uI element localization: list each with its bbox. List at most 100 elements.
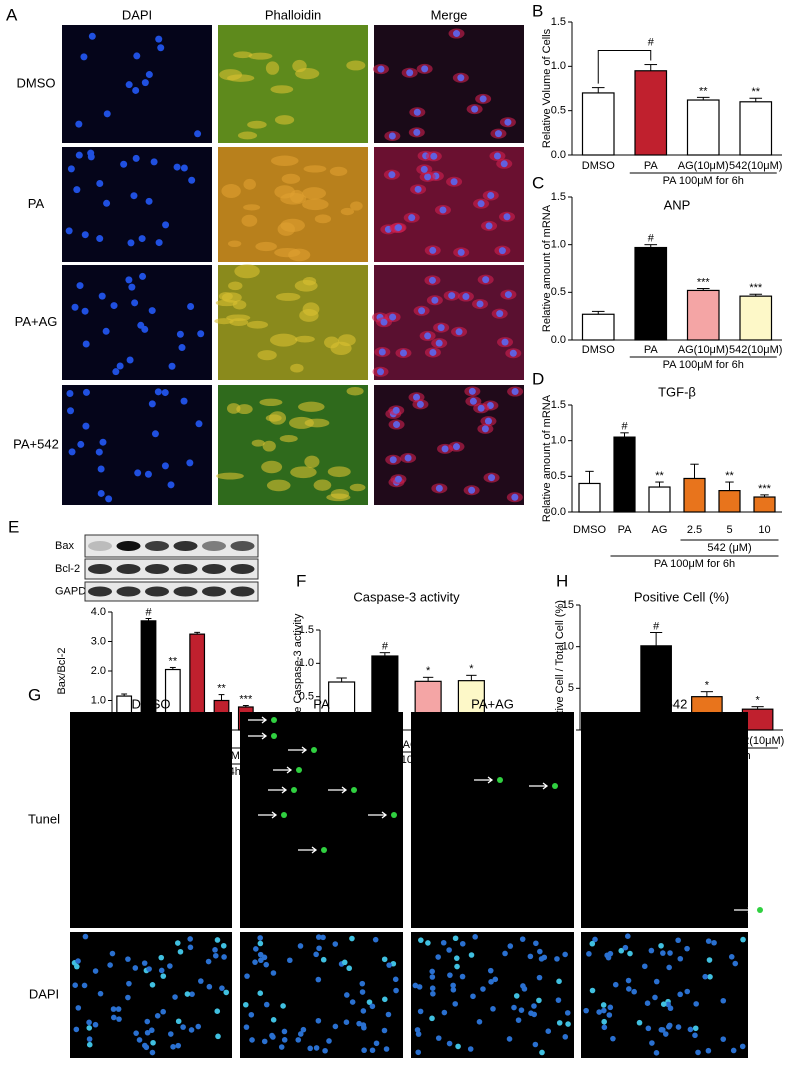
row-label: DAPI xyxy=(29,986,59,1001)
nucleus xyxy=(485,222,493,230)
nucleus xyxy=(447,972,453,978)
nucleus xyxy=(605,954,612,961)
nucleus xyxy=(157,44,165,52)
cell xyxy=(232,300,247,310)
nucleus xyxy=(502,950,508,957)
nucleus xyxy=(416,400,424,408)
nucleus xyxy=(631,988,637,995)
band xyxy=(116,541,141,551)
nucleus xyxy=(170,1044,176,1050)
nucleus xyxy=(212,952,219,959)
nucleus xyxy=(531,1003,537,1009)
nucleus xyxy=(99,438,107,446)
nucleus xyxy=(509,349,517,357)
nucleus xyxy=(144,1029,151,1036)
nucleus xyxy=(270,1034,276,1040)
nucleus xyxy=(103,110,111,118)
nucleus xyxy=(693,1001,699,1007)
nucleus xyxy=(73,186,81,194)
cell xyxy=(247,120,267,129)
y-tick-label: 1.5 xyxy=(551,191,566,203)
nucleus xyxy=(408,214,416,222)
nucleus xyxy=(195,1023,202,1030)
group-label: PA 100μM for 6h xyxy=(663,359,744,371)
nucleus xyxy=(377,65,385,73)
significance: *** xyxy=(749,282,763,294)
nucleus xyxy=(280,1003,286,1009)
nucleus xyxy=(653,978,660,985)
nucleus xyxy=(377,368,385,376)
nucleus xyxy=(450,982,456,989)
nucleus xyxy=(386,962,392,968)
nucleus xyxy=(515,1017,522,1023)
nucleus xyxy=(459,940,466,947)
nucleus xyxy=(662,1031,669,1037)
nucleus xyxy=(660,950,666,956)
cell xyxy=(314,214,332,224)
nucleus xyxy=(73,1026,80,1033)
nucleus xyxy=(389,456,397,464)
x-tick-label: AG(10μM) xyxy=(678,344,729,356)
cell xyxy=(294,279,318,292)
y-axis-label: Relative Volume of Cells xyxy=(541,28,553,148)
micrograph xyxy=(240,932,403,1058)
arrow xyxy=(268,786,288,794)
micrograph xyxy=(62,265,212,380)
nucleus xyxy=(610,1035,616,1042)
tunel-cell xyxy=(271,717,277,723)
nucleus xyxy=(136,1037,143,1043)
nucleus xyxy=(127,239,135,247)
nucleus xyxy=(469,397,477,405)
bar xyxy=(739,101,773,156)
nucleus xyxy=(96,179,104,187)
cell xyxy=(259,398,283,407)
micrograph xyxy=(70,712,232,928)
significance: # xyxy=(145,606,152,618)
nucleus xyxy=(450,178,458,186)
nucleus xyxy=(176,330,184,338)
cell xyxy=(228,281,243,291)
nucleus xyxy=(556,1020,563,1026)
nucleus xyxy=(187,302,195,310)
nucleus xyxy=(649,1040,655,1046)
significance: * xyxy=(426,665,431,677)
nucleus xyxy=(253,946,259,952)
nucleus xyxy=(601,1007,607,1014)
nucleus xyxy=(125,276,133,284)
nucleus xyxy=(194,130,202,138)
cell xyxy=(289,416,314,429)
micrograph xyxy=(240,712,403,928)
nucleus xyxy=(420,165,428,173)
band xyxy=(173,586,198,597)
cell xyxy=(349,483,366,492)
y-tick-label: 1.0 xyxy=(91,694,106,706)
nucleus xyxy=(197,330,205,338)
nucleus xyxy=(141,960,148,966)
band xyxy=(145,541,169,551)
nucleus xyxy=(315,934,322,940)
nucleus xyxy=(429,348,437,356)
nucleus xyxy=(677,991,683,998)
panel-letter: F xyxy=(296,571,306,590)
nucleus xyxy=(125,956,131,962)
micrograph xyxy=(411,712,574,928)
cell xyxy=(216,472,244,480)
nucleus xyxy=(446,1040,453,1047)
nucleus xyxy=(144,470,152,478)
nucleus xyxy=(161,462,169,470)
nucleus xyxy=(160,1008,166,1015)
nucleus xyxy=(476,1019,483,1025)
nucleus xyxy=(720,1036,727,1042)
nucleus xyxy=(297,943,304,949)
cell xyxy=(288,248,311,262)
nucleus xyxy=(666,964,672,971)
nucleus xyxy=(675,937,681,944)
nucleus xyxy=(220,942,227,949)
nucleus xyxy=(675,1024,682,1030)
nucleus xyxy=(484,417,492,425)
nucleus xyxy=(479,95,487,103)
cell xyxy=(330,489,350,500)
nucleus xyxy=(144,1018,151,1025)
nucleus xyxy=(341,959,348,966)
y-tick-label: 1.0 xyxy=(551,60,566,72)
